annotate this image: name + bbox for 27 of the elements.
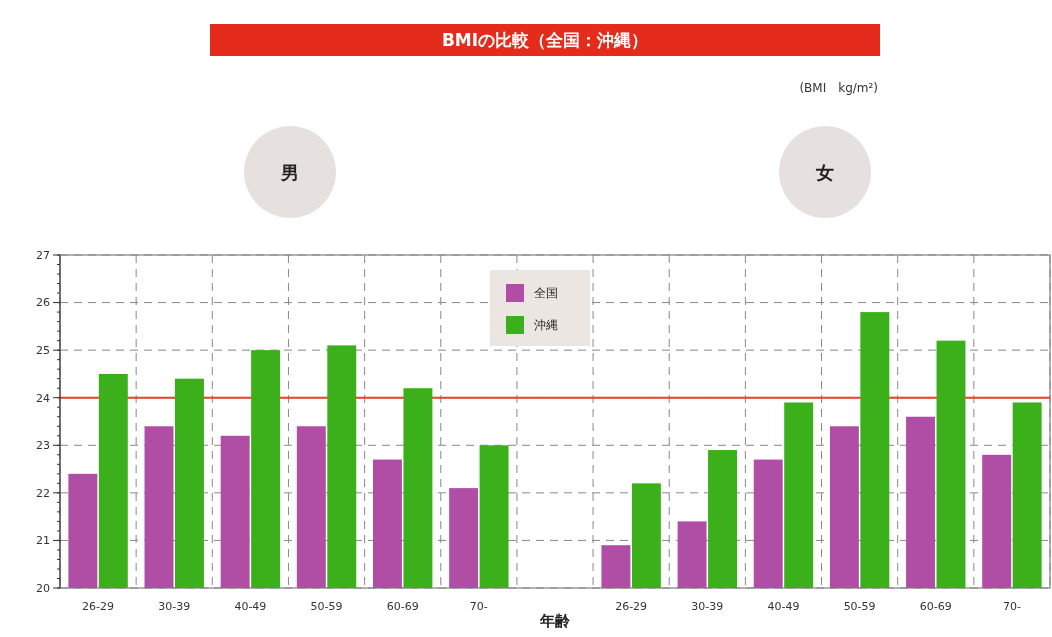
legend-label: 全国 [534, 286, 558, 301]
y-tick-label: 27 [36, 248, 50, 262]
legend-label: 沖縄 [534, 318, 558, 333]
x-tick-label: 26-29 [615, 600, 648, 613]
x-axis-title: 年齢 [539, 612, 571, 630]
x-tick-label: 50-59 [843, 600, 876, 613]
x-tick-label: 60-69 [386, 600, 419, 613]
text: (BMI kg/m²) [799, 81, 878, 95]
x-tick-label: 50-59 [310, 600, 343, 613]
y-tick-label: 23 [36, 439, 50, 453]
x-tick-label: 40-49 [234, 600, 267, 613]
text: 男 [280, 162, 299, 183]
text: 女 [815, 162, 834, 183]
x-tick-label: 40-49 [767, 600, 800, 613]
x-tick-label: 70- [469, 600, 488, 613]
chart-title: BMIの比較（全国：沖縄） [441, 30, 649, 50]
x-tick-label: 30-39 [691, 600, 724, 613]
y-tick-label: 24 [36, 391, 50, 405]
y-tick-label: 26 [36, 296, 50, 310]
y-tick-label: 21 [36, 534, 50, 548]
x-tick-label: 70- [1002, 600, 1021, 613]
x-tick-label: 30-39 [158, 600, 191, 613]
y-tick-label: 20 [36, 581, 50, 595]
x-tick-label: 60-69 [919, 600, 952, 613]
y-tick-label: 25 [36, 343, 50, 357]
x-tick-label: 26-29 [82, 600, 115, 613]
y-tick-label: 22 [36, 486, 50, 500]
